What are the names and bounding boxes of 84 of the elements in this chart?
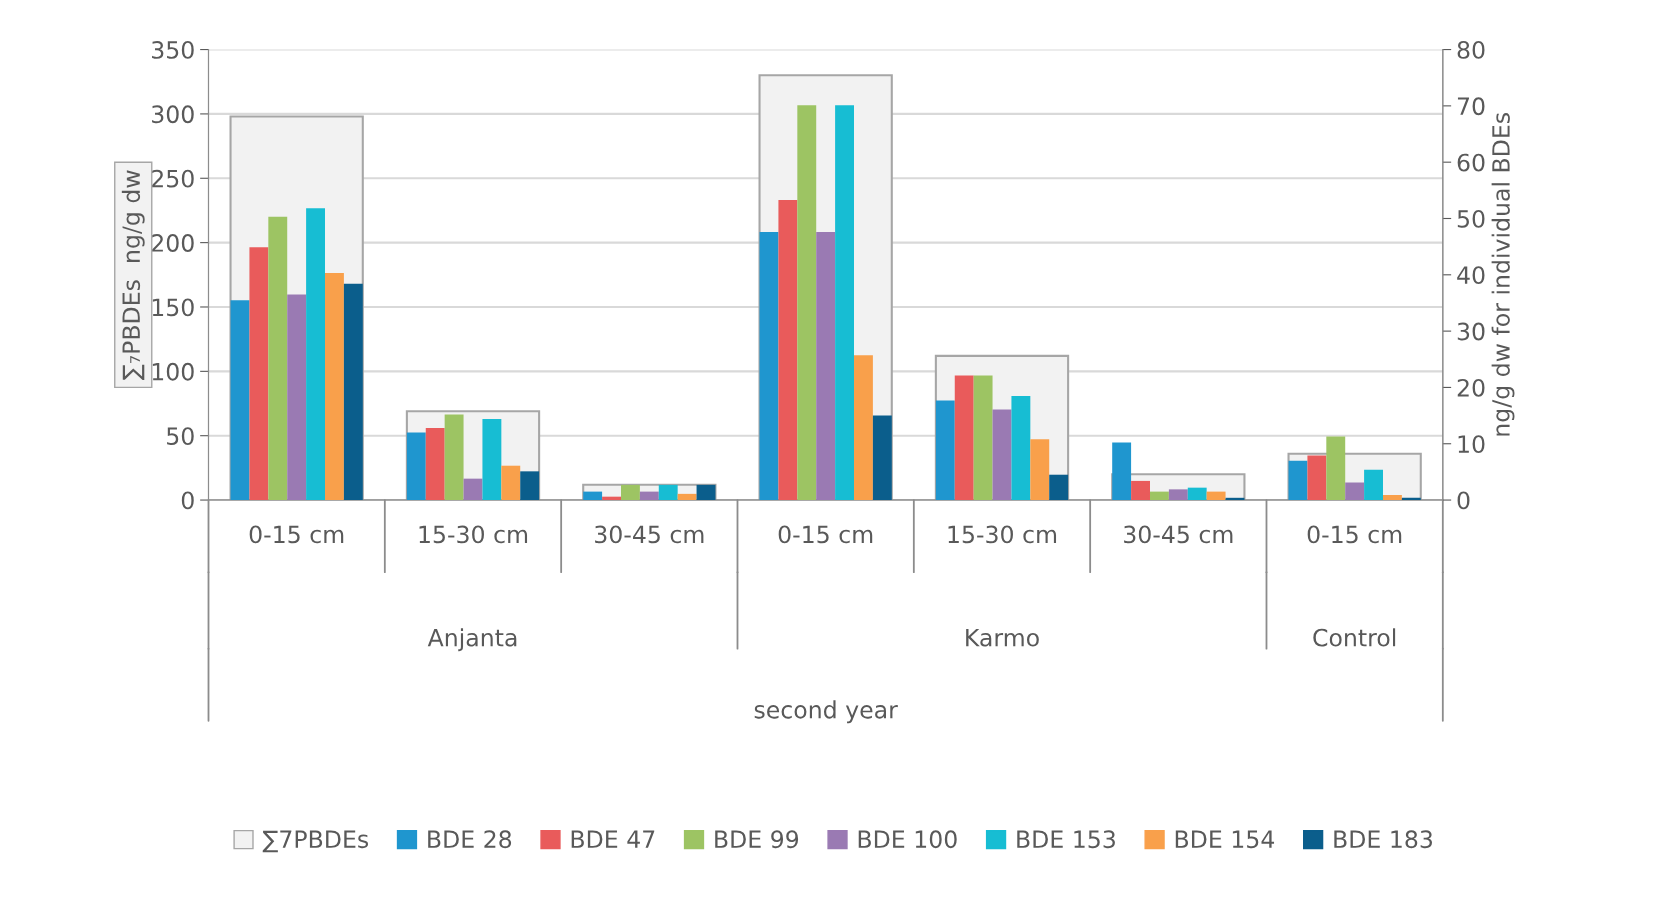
y2-tick-label: 80 — [1457, 41, 1485, 59]
y-tick-label: 50 — [167, 427, 194, 445]
bar — [1345, 482, 1365, 501]
bar — [306, 208, 325, 501]
bar — [620, 484, 640, 501]
x-tick-label: 30-45 cm — [1124, 525, 1233, 544]
bar — [343, 283, 363, 501]
bar — [935, 400, 955, 501]
y2-tick-label: 40 — [1457, 266, 1485, 285]
bar — [463, 478, 483, 501]
bar — [249, 247, 269, 501]
bar — [1206, 491, 1226, 501]
bar — [268, 216, 288, 501]
bar — [759, 232, 779, 501]
text: Karmo — [966, 629, 1039, 647]
y2-axis-title: ng/g dw for individual BDEs — [1491, 113, 1515, 436]
bar — [835, 105, 854, 501]
bar — [677, 493, 697, 501]
y2-tick-label: 50 — [1457, 209, 1485, 228]
bar — [325, 273, 344, 501]
bar — [1131, 480, 1150, 501]
y2-tick-label: 0 — [1457, 491, 1470, 510]
bar — [501, 465, 521, 501]
y-tick-label: 200 — [151, 234, 194, 252]
legend-label: BDE 100 — [858, 830, 957, 849]
y-tick-label: 250 — [151, 169, 194, 188]
bar — [583, 491, 603, 501]
y2-tick-label: 70 — [1457, 97, 1485, 116]
bar — [639, 491, 659, 501]
bar — [287, 294, 307, 501]
x-tick-label: 30-45 cm — [595, 525, 704, 544]
bar — [1288, 460, 1308, 501]
bar — [406, 432, 426, 501]
text: Anjanta — [427, 628, 517, 652]
legend-label: BDE 47 — [571, 830, 655, 848]
bar — [1112, 442, 1132, 501]
bar — [1364, 469, 1383, 501]
bar — [1030, 439, 1050, 501]
y-axis-title: ∑₇PBDEs ng/g dw — [121, 170, 145, 380]
x-tick-label: 0-15 cm — [1307, 525, 1402, 544]
legend-label: BDE 99 — [715, 830, 799, 849]
x-tick-label: 0-15 cm — [778, 525, 873, 544]
y-tick-label: 0 — [181, 491, 194, 510]
bar — [1382, 494, 1402, 501]
bar — [1011, 395, 1031, 501]
bar — [1187, 487, 1207, 501]
x-tick-label: 15-30 cm — [948, 525, 1057, 544]
bar — [797, 105, 817, 501]
bar — [482, 418, 502, 501]
y2-tick-label: 10 — [1458, 435, 1485, 454]
bar — [1049, 474, 1069, 501]
y2-tick-label: 60 — [1457, 153, 1485, 172]
bar — [992, 409, 1012, 501]
bar — [816, 232, 836, 501]
legend-label: ∑7PBDEs — [262, 830, 369, 853]
y2-tick-label: 30 — [1457, 322, 1485, 341]
bar — [1326, 436, 1346, 501]
x-tick-label: 15-30 cm — [419, 525, 528, 544]
bar — [854, 355, 873, 501]
bar — [696, 484, 716, 501]
bar — [778, 199, 798, 501]
bar — [872, 415, 892, 501]
legend-label: BDE 153 — [1017, 830, 1115, 849]
y-tick-label: 100 — [152, 362, 194, 381]
legend-label: BDE 183 — [1334, 830, 1433, 849]
bar — [658, 484, 678, 501]
bar — [973, 375, 993, 501]
y-tick-label: 300 — [152, 105, 194, 124]
bar — [520, 471, 540, 501]
x-tick-label: 0-15 cm — [249, 525, 344, 544]
y2-tick-label: 20 — [1457, 378, 1485, 397]
y-tick-label: 150 — [152, 298, 194, 317]
legend-label: BDE 28 — [428, 830, 512, 849]
legend-label: BDE 154 — [1175, 830, 1275, 849]
bar — [230, 300, 250, 501]
y-tick-label: 350 — [152, 41, 194, 59]
bar — [444, 414, 464, 501]
bar — [954, 375, 974, 501]
bar — [1307, 455, 1327, 501]
bar — [1168, 489, 1188, 501]
text: second year — [754, 700, 898, 724]
bar — [1149, 491, 1169, 501]
bar — [425, 427, 445, 501]
text: Control — [1313, 628, 1396, 647]
